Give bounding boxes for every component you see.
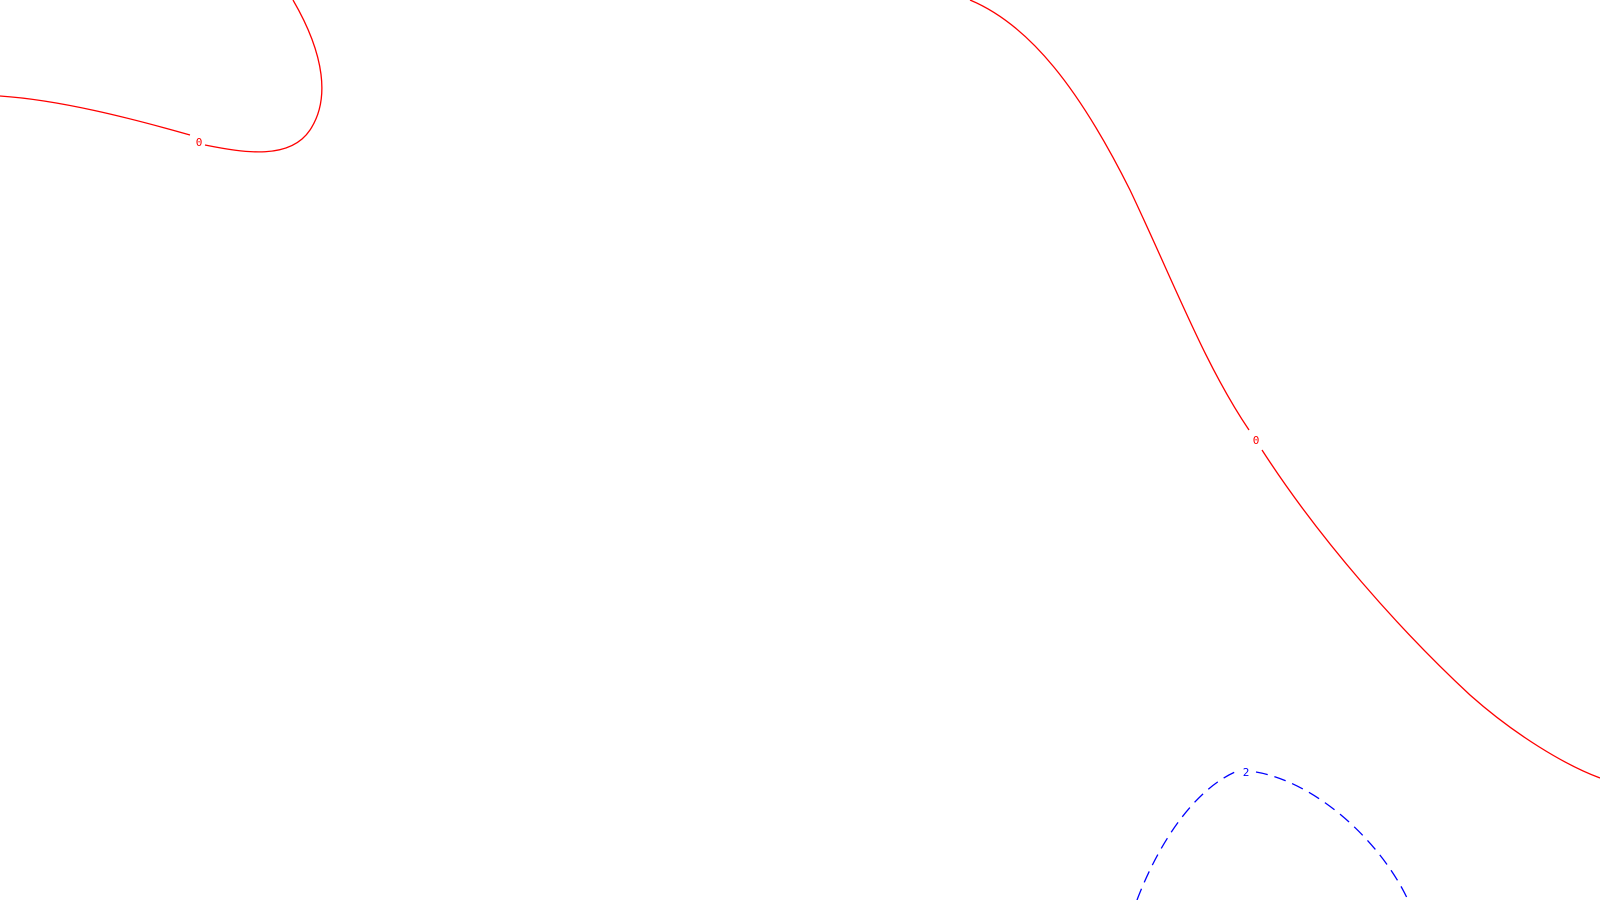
contour-two-bottom: 2 bbox=[1136, 766, 1409, 900]
contour-line-zero-right bbox=[969, 0, 1600, 779]
contour-line-zero-upper-left bbox=[0, 0, 323, 153]
contour-zero-right: 0 bbox=[969, 0, 1600, 779]
contour-label-two-bottom: 2 bbox=[1243, 766, 1250, 779]
contour-zero-upper-left: 0 bbox=[0, 0, 323, 153]
contour-line-two-bottom bbox=[1136, 771, 1409, 900]
contour-label-zero-right: 0 bbox=[1253, 434, 1260, 447]
contour-label-zero-upper-left: 0 bbox=[196, 136, 203, 149]
